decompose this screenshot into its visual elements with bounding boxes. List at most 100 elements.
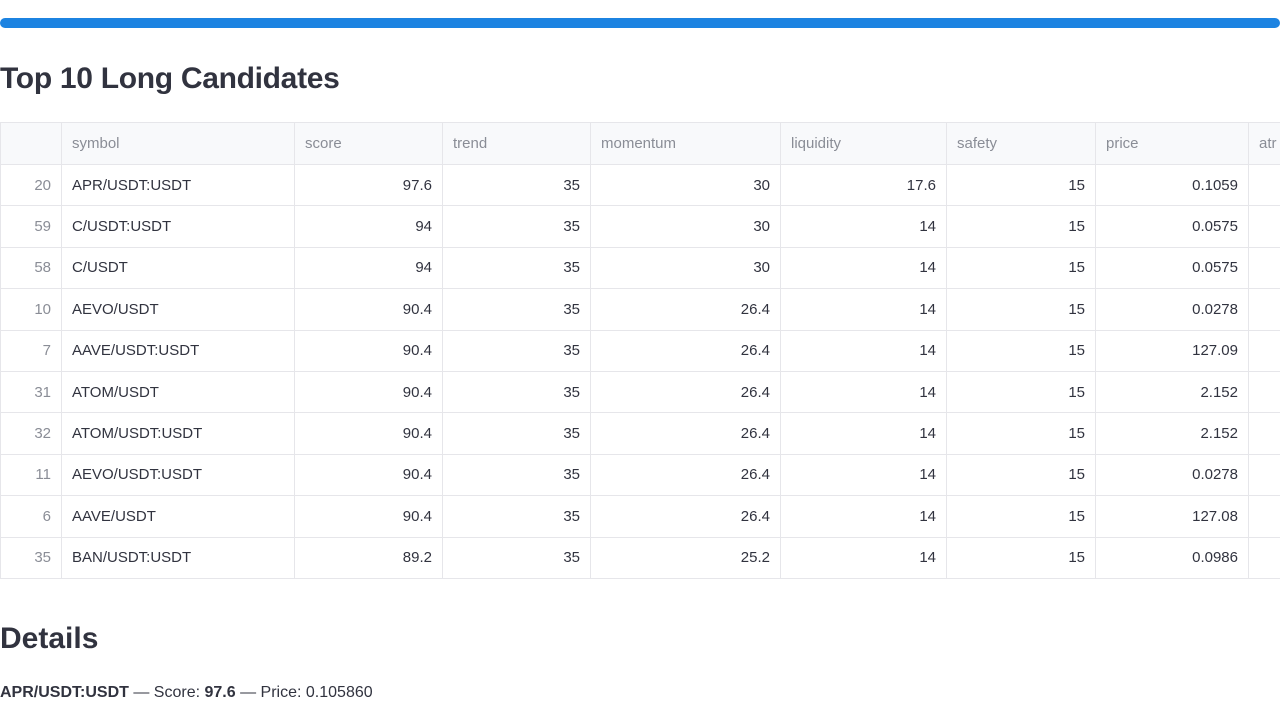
label: Score: (153, 684, 201, 701)
table-cell: 14 (780, 370, 947, 414)
price: 0.105860 (305, 684, 373, 701)
table-row: 35 BAN/USDT:USDT 89.2 35 25.2 14 15 0.0986 (0, 536, 1280, 579)
table-cell: 35 (442, 246, 591, 290)
table-cell: 90.4 (294, 329, 443, 372)
table-row: 20 APR/USDT:USDT 97.6 35 30 17.6 15 0.1059 (0, 163, 1280, 207)
table-cell: BAN/USDT:USDT (61, 536, 295, 579)
row-index: 7 (0, 329, 62, 372)
row-index: 59 (0, 205, 62, 248)
table-cell: 25.2 (590, 536, 781, 579)
table-row: 58 C/USDT 94 35 30 14 15 0.0575 (0, 246, 1280, 290)
table-row: 31 ATOM/USDT 90.4 35 26.4 14 15 2.152 (0, 370, 1280, 414)
table-cell: 14 (780, 246, 947, 290)
column-header[interactable]: liquidity (780, 122, 947, 165)
table-cell: 26.4 (590, 495, 781, 538)
column-header[interactable]: safety (946, 122, 1096, 165)
table-cell: 15 (946, 246, 1096, 290)
table-cell: 30 (590, 246, 781, 290)
table-cell: AEVO/USDT (61, 288, 295, 331)
row-index: 11 (0, 453, 62, 497)
table-cell: 26.4 (590, 412, 781, 455)
table-cell: 0.0986 (1095, 536, 1249, 579)
progress-bar (0, 18, 1280, 28)
table-cell: 35 (442, 163, 591, 207)
separator: — (240, 684, 257, 701)
table-cell: 2.152 (1095, 412, 1249, 455)
table-cell: 35 (442, 370, 591, 414)
table-cell: 0.1059 (1095, 163, 1249, 207)
table-cell: AEVO/USDT:USDT (61, 453, 295, 497)
table-cell: 17.6 (780, 163, 947, 207)
row-index: 58 (0, 246, 62, 290)
column-header[interactable] (0, 122, 62, 165)
row-index: 20 (0, 163, 62, 207)
table-cell: 15 (946, 453, 1096, 497)
row-index: 10 (0, 288, 62, 331)
table-row: 6 AAVE/USDT 90.4 35 26.4 14 15 127.08 (0, 495, 1280, 538)
column-header[interactable]: symbol (61, 122, 295, 165)
table-cell: 30 (590, 163, 781, 207)
table-cell: C/USDT (61, 246, 295, 290)
table-cell: 15 (946, 412, 1096, 455)
table-cell: 0.0278 (1095, 453, 1249, 497)
table-cell: 94 (294, 205, 443, 248)
table-cell: 15 (946, 205, 1096, 248)
table-cell: 97.6 (294, 163, 443, 207)
table-cell (1248, 536, 1280, 579)
table-cell: 15 (946, 536, 1096, 579)
table-cell: 26.4 (590, 370, 781, 414)
page-title: Top 10 Long Candidates (0, 62, 340, 95)
table-cell: 0.0278 (1095, 288, 1249, 331)
column-header[interactable]: price (1095, 122, 1249, 165)
table-cell: 14 (780, 536, 947, 579)
column-header[interactable]: trend (442, 122, 591, 165)
table-cell: 35 (442, 288, 591, 331)
table-cell: 90.4 (294, 370, 443, 414)
symbol: APR/USDT:USDT (0, 684, 129, 701)
label: Price: (260, 684, 302, 701)
table-cell: 15 (946, 288, 1096, 331)
table-cell (1248, 205, 1280, 248)
column-header[interactable]: score (294, 122, 443, 165)
table-cell (1248, 163, 1280, 207)
table-row: 7 AAVE/USDT:USDT 90.4 35 26.4 14 15 127.09 (0, 329, 1280, 372)
table-cell: ATOM/USDT:USDT (61, 412, 295, 455)
table-cell: 90.4 (294, 288, 443, 331)
table-cell: APR/USDT:USDT (61, 163, 295, 207)
table-cell (1248, 453, 1280, 497)
table-cell: 14 (780, 329, 947, 372)
table-cell: 15 (946, 495, 1096, 538)
table-cell: 26.4 (590, 329, 781, 372)
table-row: 11 AEVO/USDT:USDT 90.4 35 26.4 14 15 0.0278 (0, 453, 1280, 497)
row-index: 32 (0, 412, 62, 455)
table-cell: 14 (780, 453, 947, 497)
table-cell: 0.0575 (1095, 246, 1249, 290)
row-index: 31 (0, 370, 62, 414)
separator: — (133, 684, 150, 701)
table-cell: 14 (780, 412, 947, 455)
table-cell: 30 (590, 205, 781, 248)
table-cell: 35 (442, 453, 591, 497)
table-cell: 127.09 (1095, 329, 1249, 372)
table: symbol score trend momentum liquidity safety p… (0, 122, 1280, 579)
row-index: 6 (0, 495, 62, 538)
table-cell: 35 (442, 412, 591, 455)
table-cell: 0.0575 (1095, 205, 1249, 248)
column-header[interactable]: momentum (590, 122, 781, 165)
table-row: 32 ATOM/USDT:USDT 90.4 35 26.4 14 15 2.152 (0, 412, 1280, 455)
table-cell (1248, 412, 1280, 455)
header-row: symbol score trend momentum liquidity safety p… (0, 122, 1280, 165)
table-row: 59 C/USDT:USDT 94 35 30 14 15 0.0575 (0, 205, 1280, 248)
score: 97.6 (204, 684, 236, 701)
table-cell (1248, 329, 1280, 372)
table-cell (1248, 495, 1280, 538)
column-header[interactable]: atr (1248, 122, 1280, 165)
table-cell: 127.08 (1095, 495, 1249, 538)
table-cell: AAVE/USDT (61, 495, 295, 538)
table-cell: AAVE/USDT:USDT (61, 329, 295, 372)
table-cell: 26.4 (590, 288, 781, 331)
table-cell: 35 (442, 536, 591, 579)
table-cell: 15 (946, 329, 1096, 372)
table-body: 20 APR/USDT:USDT 97.6 35 30 17.6 15 0.1059 59 C/U… (0, 163, 1280, 579)
